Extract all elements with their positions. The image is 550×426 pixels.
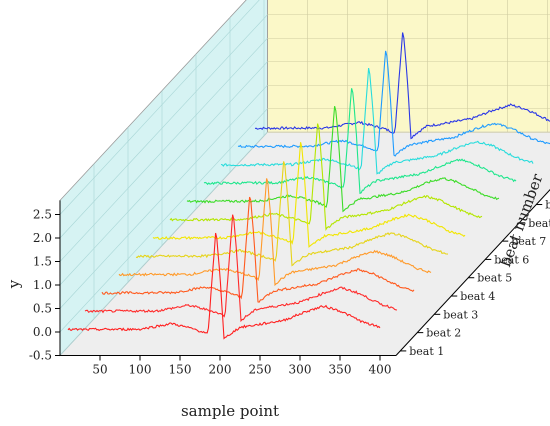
z-tick-label: beat 5	[477, 272, 512, 285]
series-line-beat-10	[220, 67, 534, 175]
x-tick-label: 400	[369, 363, 392, 377]
y-axis-title: y	[5, 279, 23, 289]
z-axis-line	[395, 188, 550, 356]
y-tick-label: 1.5	[33, 255, 52, 269]
series-line-beat-11	[237, 50, 550, 157]
series-lines	[67, 32, 550, 340]
series-line-beat-4	[118, 178, 432, 287]
z-tick-label: beat 3	[443, 308, 478, 321]
side-grid-line	[59, 61, 268, 286]
side-grid-line	[59, 0, 260, 215]
series-line-beat-2	[84, 214, 398, 323]
z-tick-label: beat 6	[494, 253, 529, 266]
series-line-beat-3	[101, 196, 415, 303]
side-grid-line	[59, 108, 268, 333]
series-line-beat-7	[169, 123, 483, 231]
y-tick-label: 1.0	[33, 278, 52, 292]
z-tick-label: beat 7	[511, 235, 546, 248]
x-tick-label: 150	[169, 363, 192, 377]
series-line-beat-8	[186, 106, 500, 213]
z-tick-label: beat 2	[426, 327, 461, 340]
z-tick-label: beat 8	[528, 217, 550, 230]
chart-backdrop	[59, 0, 550, 357]
y-tick-label: -0.5	[29, 349, 52, 363]
axes: -0.5 0.0 0.5 1.0 1.5 2.0 2.5 50 100 150 200 250 300 3…	[29, 188, 550, 377]
x-tick-label: 50	[92, 363, 107, 377]
y-tick-label: 2.0	[33, 231, 52, 245]
x-tick-label: 200	[209, 363, 232, 377]
side-grid-line	[59, 132, 268, 356]
series-line-beat-5	[135, 161, 449, 267]
side-grid-line	[59, 14, 268, 239]
x-tick-label: 300	[289, 363, 312, 377]
z-tick-label: beat 1	[409, 345, 444, 358]
y-tick-label: 2.5	[33, 208, 52, 222]
side-grid-line	[59, 85, 268, 309]
y-tick-label: 0.5	[33, 302, 52, 316]
side-grid-line	[59, 38, 268, 262]
x-tick-label: 100	[129, 363, 152, 377]
series-line-beat-9	[203, 88, 517, 195]
series-line-beat-1	[67, 232, 381, 340]
y-tick-label: 0.0	[33, 325, 52, 339]
series-line-beat-6	[152, 142, 466, 248]
x-axis-title: sample point	[181, 402, 279, 420]
x-tick-label: 250	[249, 363, 272, 377]
z-tick-label: beat 4	[460, 290, 495, 303]
series-line-beat-12	[254, 32, 550, 140]
z-tick-label: beat 9	[545, 199, 550, 212]
x-tick-label: 350	[329, 363, 352, 377]
